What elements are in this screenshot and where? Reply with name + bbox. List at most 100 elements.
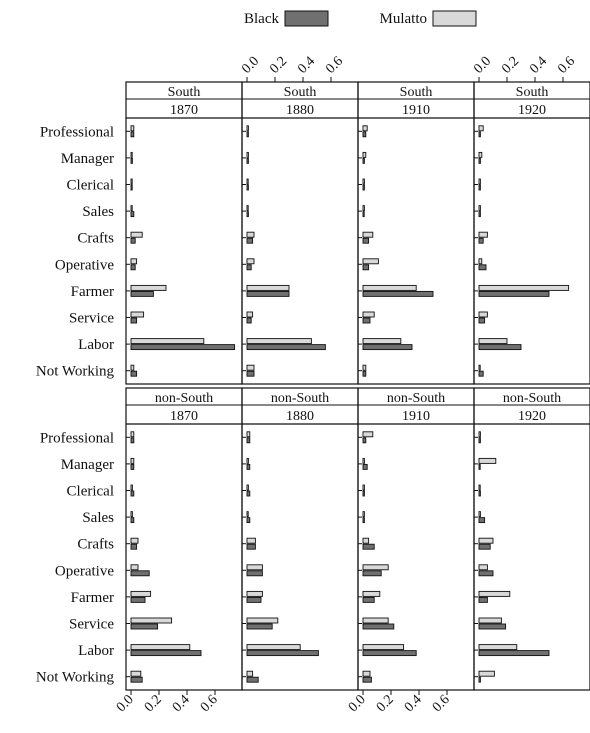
- bar-mulatto: [246, 151, 249, 158]
- bar-mulatto: [130, 284, 167, 291]
- bar-black: [130, 676, 143, 683]
- bar-black: [478, 237, 484, 244]
- x-tick-label: 0.4: [295, 54, 318, 77]
- bar-mulatto: [246, 258, 255, 265]
- bar-mulatto: [246, 484, 249, 491]
- bar-mulatto: [478, 484, 481, 491]
- bar-mulatto: [246, 178, 249, 185]
- bar-mulatto: [246, 511, 249, 518]
- bar-black: [362, 157, 365, 164]
- category-label: Operative: [55, 257, 114, 273]
- bar-mulatto: [478, 125, 484, 132]
- bar-mulatto: [130, 484, 133, 491]
- bar-mulatto: [362, 205, 365, 212]
- x-tick-label: 0.0: [239, 54, 262, 77]
- bar-black: [478, 157, 481, 164]
- bar-mulatto: [478, 644, 518, 651]
- bar-black: [362, 264, 370, 271]
- bar-mulatto: [246, 537, 256, 544]
- strip-region: non-South: [271, 391, 329, 406]
- strip-year: 1910: [402, 103, 430, 118]
- category-label: Operative: [55, 563, 114, 579]
- bar-black: [130, 290, 154, 297]
- bar-mulatto: [362, 311, 375, 318]
- category-label: Service: [69, 617, 114, 633]
- bar-black: [130, 237, 136, 244]
- category-label: Manager: [61, 457, 114, 473]
- x-tick-label: 0.4: [527, 54, 550, 77]
- bar-mulatto: [362, 338, 402, 345]
- strip-year: 1880: [286, 409, 314, 424]
- bar-mulatto: [478, 511, 481, 518]
- x-tick-label: 0.2: [499, 54, 522, 77]
- bar-black: [246, 157, 249, 164]
- bar-mulatto: [478, 311, 488, 318]
- bar-black: [130, 264, 136, 271]
- strip-region: non-South: [503, 391, 561, 406]
- x-tick-label: 0.2: [142, 692, 165, 715]
- bar-mulatto: [362, 457, 365, 464]
- bar-black: [246, 437, 251, 444]
- bar-mulatto: [478, 258, 483, 265]
- bar-black: [362, 344, 413, 351]
- bar-black: [130, 570, 150, 577]
- bar-mulatto: [362, 670, 371, 677]
- legend-label-mulatto: Mulatto: [380, 11, 428, 27]
- bar-mulatto: [478, 617, 502, 624]
- category-label: Professional: [40, 430, 114, 446]
- bar-mulatto: [130, 511, 133, 518]
- bar-mulatto: [246, 284, 290, 291]
- bar-mulatto: [130, 338, 205, 345]
- x-tick-label: 0.0: [471, 54, 494, 77]
- category-label: Sales: [82, 204, 114, 220]
- x-tick-label: 0.4: [402, 692, 425, 715]
- bar-mulatto: [478, 431, 481, 438]
- bar-mulatto: [362, 431, 374, 438]
- category-label: Crafts: [77, 537, 114, 553]
- bar-black: [362, 490, 365, 497]
- bar-black: [478, 490, 481, 497]
- bar-black: [478, 543, 491, 550]
- bar-black: [246, 570, 263, 577]
- bar-mulatto: [362, 178, 365, 185]
- bar-black: [130, 490, 135, 497]
- strip-year: 1920: [518, 409, 546, 424]
- bar-black: [246, 463, 251, 470]
- bar-black: [130, 344, 236, 351]
- category-label: Sales: [82, 510, 114, 526]
- bar-mulatto: [478, 284, 570, 291]
- bar-mulatto: [130, 564, 139, 571]
- bar-mulatto: [246, 364, 255, 371]
- bar-mulatto: [478, 231, 488, 238]
- bar-black: [478, 370, 484, 377]
- category-label: Farmer: [71, 590, 114, 606]
- bar-black: [130, 517, 135, 524]
- bar-black: [362, 317, 371, 324]
- bar-black: [246, 344, 326, 351]
- bar-mulatto: [478, 670, 495, 677]
- category-label: Crafts: [77, 231, 114, 247]
- bar-mulatto: [246, 231, 255, 238]
- bar-black: [130, 596, 146, 603]
- bar-black: [362, 676, 372, 683]
- bar-mulatto: [130, 457, 135, 464]
- bar-black: [246, 131, 249, 138]
- bar-black: [478, 596, 488, 603]
- bar-mulatto: [362, 511, 365, 518]
- bar-mulatto: [478, 178, 481, 185]
- bar-black: [362, 184, 365, 191]
- category-label: Not Working: [36, 670, 115, 686]
- bar-mulatto: [362, 364, 367, 371]
- bar-mulatto: [246, 644, 301, 651]
- bar-mulatto: [478, 590, 511, 597]
- bar-black: [130, 463, 135, 470]
- bar-mulatto: [246, 205, 249, 212]
- bar-mulatto: [130, 617, 173, 624]
- x-tick-label: 0.0: [114, 692, 137, 715]
- bar-black: [362, 517, 365, 524]
- bar-black: [478, 290, 550, 297]
- bar-black: [130, 131, 135, 138]
- bar-mulatto: [478, 457, 497, 464]
- bar-mulatto: [246, 457, 249, 464]
